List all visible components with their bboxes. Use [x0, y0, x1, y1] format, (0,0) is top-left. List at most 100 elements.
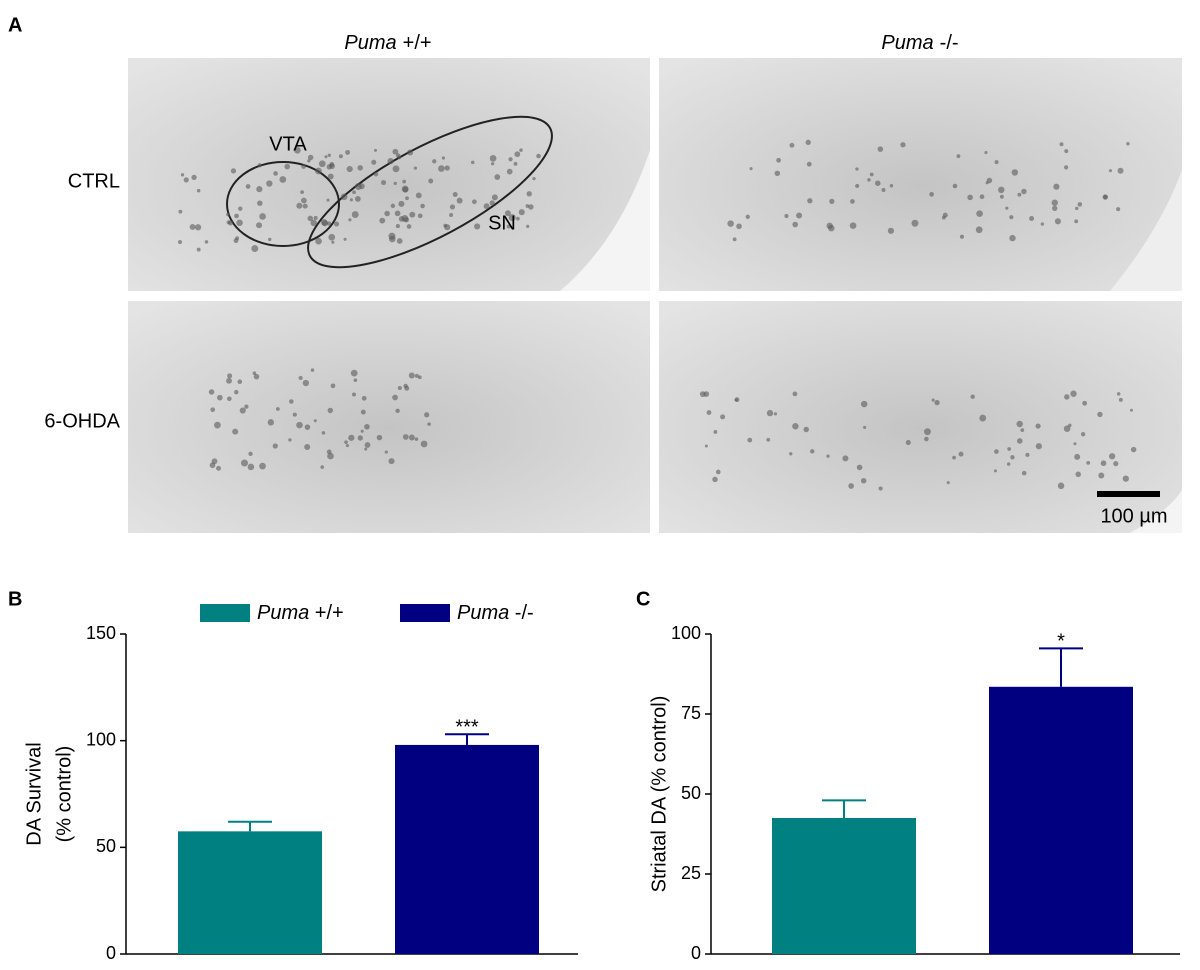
cell: [252, 371, 257, 376]
cell: [715, 469, 721, 475]
cell: [1068, 423, 1072, 428]
cell: [929, 191, 934, 197]
cell: [805, 139, 811, 145]
cell: [310, 368, 315, 372]
cell: [1070, 390, 1077, 397]
cell: [792, 391, 798, 397]
cell: [956, 154, 961, 159]
cell: [747, 437, 753, 443]
cell: [371, 159, 377, 165]
cell: [993, 469, 997, 473]
cell: [351, 211, 359, 219]
scale-bar-label: 100 µm: [1100, 505, 1167, 527]
cell: [994, 160, 999, 165]
cell: [247, 463, 255, 471]
cell: [256, 222, 263, 229]
cell: [855, 167, 859, 171]
cell: [204, 240, 209, 244]
cell: [1052, 205, 1058, 211]
cell: [237, 379, 243, 385]
cell: [1006, 462, 1011, 466]
cell: [513, 161, 518, 166]
bar: [395, 744, 539, 954]
cell: [432, 159, 437, 164]
cell: [226, 220, 231, 225]
cell: [999, 194, 1004, 199]
cell: [268, 237, 272, 242]
cell: [331, 240, 335, 244]
micrographs: [128, 58, 1182, 533]
cell: [259, 462, 266, 470]
cell: [1035, 443, 1042, 450]
cell: [518, 209, 525, 216]
micrograph: [128, 301, 650, 533]
cell: [244, 404, 249, 409]
cell: [392, 394, 398, 401]
cell: [736, 223, 742, 230]
gene: Puma: [344, 32, 396, 54]
cell: [900, 142, 906, 148]
cell: [327, 173, 334, 180]
cell: [826, 454, 830, 458]
cell: [214, 421, 221, 429]
cell: [345, 444, 349, 448]
cell: [420, 203, 425, 209]
micrograph: [128, 58, 650, 291]
cell: [869, 172, 874, 177]
cell: [483, 203, 490, 210]
cell: [850, 199, 855, 204]
column-header: Puma +/+: [344, 32, 431, 54]
cell: [241, 459, 249, 467]
cell: [310, 219, 318, 227]
cell: [245, 184, 251, 189]
cell: [267, 419, 275, 426]
cell: [842, 455, 849, 462]
cell: [1113, 461, 1119, 467]
cell: [388, 458, 395, 465]
cell: [976, 210, 983, 217]
cell: [984, 150, 988, 155]
cell: [526, 191, 532, 197]
cell: [266, 180, 273, 187]
cell: [508, 157, 513, 162]
cell: [298, 375, 303, 381]
cell: [364, 447, 368, 451]
cell: [1057, 482, 1065, 490]
cell: [905, 440, 911, 446]
cell: [275, 407, 280, 411]
cell: [1021, 470, 1027, 476]
cell: [773, 412, 778, 416]
cell: [321, 431, 326, 435]
cell: [924, 436, 929, 442]
cell: [397, 155, 402, 160]
cell: [301, 197, 307, 204]
y-tick-label: 25: [681, 863, 701, 883]
cell: [234, 389, 239, 395]
cell: [330, 383, 336, 389]
cell: [1077, 202, 1083, 207]
cell: [402, 179, 407, 184]
cell: [417, 213, 423, 219]
cell: [1009, 215, 1014, 220]
cell: [364, 442, 371, 448]
cell: [334, 221, 340, 227]
y-tick-label: 100: [86, 729, 116, 749]
cell: [829, 198, 835, 205]
cell: [474, 223, 481, 230]
cell: [863, 425, 867, 429]
cell: [745, 214, 750, 219]
cell: [504, 210, 511, 217]
cell: [321, 220, 329, 227]
cell: [1051, 199, 1058, 206]
cell: [766, 409, 774, 417]
cell: [1064, 149, 1069, 154]
cell: [784, 213, 789, 219]
y-axis-label: Striatal DA (% control): [648, 696, 670, 893]
cell: [296, 421, 303, 429]
cell: [1011, 169, 1019, 176]
cell: [887, 227, 895, 234]
cell: [489, 155, 497, 162]
cell: [508, 214, 516, 222]
row-label: 6-OHDA: [44, 410, 120, 432]
cell: [288, 438, 292, 442]
